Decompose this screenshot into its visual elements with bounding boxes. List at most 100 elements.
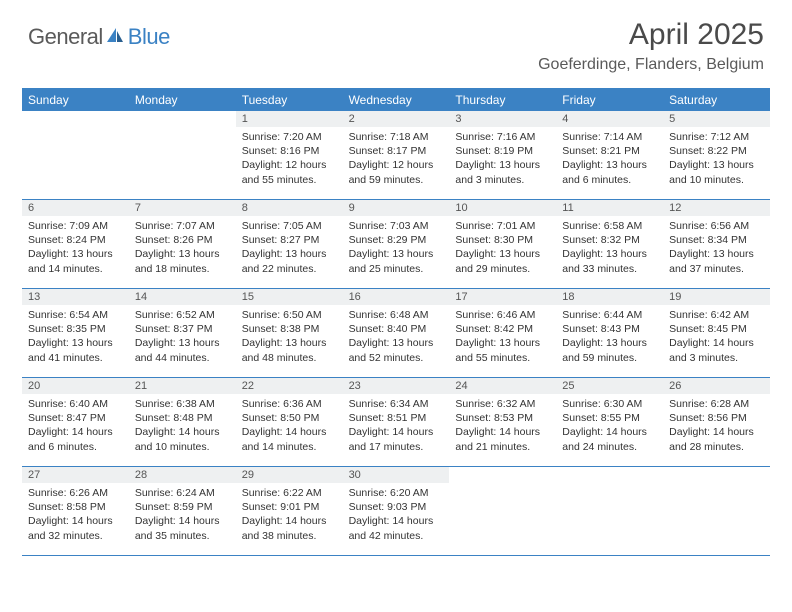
calendar-week: 1Sunrise: 7:20 AMSunset: 8:16 PMDaylight…	[22, 111, 770, 200]
day-header: Thursday	[449, 89, 556, 111]
calendar-cell	[663, 467, 770, 555]
logo-text-general: General	[28, 24, 103, 50]
day-number: 17	[449, 289, 556, 305]
day-header: Tuesday	[236, 89, 343, 111]
calendar-cell: 21Sunrise: 6:38 AMSunset: 8:48 PMDayligh…	[129, 378, 236, 466]
calendar-cell: 17Sunrise: 6:46 AMSunset: 8:42 PMDayligh…	[449, 289, 556, 377]
day-body: Sunrise: 6:30 AMSunset: 8:55 PMDaylight:…	[556, 394, 663, 460]
sunrise-text: Sunrise: 7:14 AM	[562, 130, 657, 144]
calendar-cell: 20Sunrise: 6:40 AMSunset: 8:47 PMDayligh…	[22, 378, 129, 466]
day-number: 19	[663, 289, 770, 305]
calendar-cell: 22Sunrise: 6:36 AMSunset: 8:50 PMDayligh…	[236, 378, 343, 466]
sunrise-text: Sunrise: 6:42 AM	[669, 308, 764, 322]
day-header: Wednesday	[343, 89, 450, 111]
daylight-text: Daylight: 13 hours and 22 minutes.	[242, 247, 337, 275]
sunrise-text: Sunrise: 6:20 AM	[349, 486, 444, 500]
sunset-text: Sunset: 8:26 PM	[135, 233, 230, 247]
sunset-text: Sunset: 8:17 PM	[349, 144, 444, 158]
calendar-cell: 1Sunrise: 7:20 AMSunset: 8:16 PMDaylight…	[236, 111, 343, 199]
sunrise-text: Sunrise: 7:09 AM	[28, 219, 123, 233]
calendar-cell: 30Sunrise: 6:20 AMSunset: 9:03 PMDayligh…	[343, 467, 450, 555]
day-number: 21	[129, 378, 236, 394]
day-body: Sunrise: 6:58 AMSunset: 8:32 PMDaylight:…	[556, 216, 663, 282]
daylight-text: Daylight: 13 hours and 48 minutes.	[242, 336, 337, 364]
day-number: 23	[343, 378, 450, 394]
calendar-week: 13Sunrise: 6:54 AMSunset: 8:35 PMDayligh…	[22, 289, 770, 378]
day-number: 13	[22, 289, 129, 305]
calendar-cell: 16Sunrise: 6:48 AMSunset: 8:40 PMDayligh…	[343, 289, 450, 377]
sunset-text: Sunset: 8:38 PM	[242, 322, 337, 336]
day-header: Friday	[556, 89, 663, 111]
daylight-text: Daylight: 14 hours and 3 minutes.	[669, 336, 764, 364]
header: General Blue April 2025 Goeferdinge, Fla…	[0, 0, 792, 82]
sunset-text: Sunset: 8:27 PM	[242, 233, 337, 247]
day-number: 20	[22, 378, 129, 394]
day-body: Sunrise: 6:44 AMSunset: 8:43 PMDaylight:…	[556, 305, 663, 371]
calendar-cell: 15Sunrise: 6:50 AMSunset: 8:38 PMDayligh…	[236, 289, 343, 377]
sunset-text: Sunset: 8:22 PM	[669, 144, 764, 158]
daylight-text: Daylight: 14 hours and 17 minutes.	[349, 425, 444, 453]
daylight-text: Daylight: 13 hours and 14 minutes.	[28, 247, 123, 275]
day-number: 27	[22, 467, 129, 483]
calendar-cell: 24Sunrise: 6:32 AMSunset: 8:53 PMDayligh…	[449, 378, 556, 466]
calendar-cell	[129, 111, 236, 199]
day-header: Monday	[129, 89, 236, 111]
calendar-cell: 28Sunrise: 6:24 AMSunset: 8:59 PMDayligh…	[129, 467, 236, 555]
daylight-text: Daylight: 14 hours and 28 minutes.	[669, 425, 764, 453]
day-body: Sunrise: 6:26 AMSunset: 8:58 PMDaylight:…	[22, 483, 129, 549]
sunset-text: Sunset: 8:50 PM	[242, 411, 337, 425]
sunset-text: Sunset: 8:51 PM	[349, 411, 444, 425]
sunrise-text: Sunrise: 7:07 AM	[135, 219, 230, 233]
sunrise-text: Sunrise: 7:01 AM	[455, 219, 550, 233]
calendar-cell: 18Sunrise: 6:44 AMSunset: 8:43 PMDayligh…	[556, 289, 663, 377]
sunset-text: Sunset: 8:45 PM	[669, 322, 764, 336]
daylight-text: Daylight: 13 hours and 59 minutes.	[562, 336, 657, 364]
sunset-text: Sunset: 8:29 PM	[349, 233, 444, 247]
sunrise-text: Sunrise: 7:12 AM	[669, 130, 764, 144]
calendar-cell: 27Sunrise: 6:26 AMSunset: 8:58 PMDayligh…	[22, 467, 129, 555]
sunrise-text: Sunrise: 6:22 AM	[242, 486, 337, 500]
calendar-cell: 4Sunrise: 7:14 AMSunset: 8:21 PMDaylight…	[556, 111, 663, 199]
day-number: 9	[343, 200, 450, 216]
calendar-cell	[556, 467, 663, 555]
daylight-text: Daylight: 13 hours and 29 minutes.	[455, 247, 550, 275]
day-body: Sunrise: 6:52 AMSunset: 8:37 PMDaylight:…	[129, 305, 236, 371]
daylight-text: Daylight: 14 hours and 35 minutes.	[135, 514, 230, 542]
calendar-cell: 2Sunrise: 7:18 AMSunset: 8:17 PMDaylight…	[343, 111, 450, 199]
day-body: Sunrise: 7:20 AMSunset: 8:16 PMDaylight:…	[236, 127, 343, 193]
sunset-text: Sunset: 8:42 PM	[455, 322, 550, 336]
day-body: Sunrise: 6:28 AMSunset: 8:56 PMDaylight:…	[663, 394, 770, 460]
sunset-text: Sunset: 8:16 PM	[242, 144, 337, 158]
location-label: Goeferdinge, Flanders, Belgium	[538, 56, 764, 74]
sunset-text: Sunset: 8:53 PM	[455, 411, 550, 425]
day-body: Sunrise: 6:32 AMSunset: 8:53 PMDaylight:…	[449, 394, 556, 460]
day-header: Sunday	[22, 89, 129, 111]
calendar-cell: 9Sunrise: 7:03 AMSunset: 8:29 PMDaylight…	[343, 200, 450, 288]
calendar-weeks: 1Sunrise: 7:20 AMSunset: 8:16 PMDaylight…	[22, 111, 770, 556]
day-number: 7	[129, 200, 236, 216]
daylight-text: Daylight: 13 hours and 55 minutes.	[455, 336, 550, 364]
daylight-text: Daylight: 13 hours and 33 minutes.	[562, 247, 657, 275]
daylight-text: Daylight: 14 hours and 38 minutes.	[242, 514, 337, 542]
day-body: Sunrise: 6:24 AMSunset: 8:59 PMDaylight:…	[129, 483, 236, 549]
day-number: 30	[343, 467, 450, 483]
day-number: 4	[556, 111, 663, 127]
page-title: April 2025	[538, 18, 764, 52]
day-number: 24	[449, 378, 556, 394]
calendar-cell: 14Sunrise: 6:52 AMSunset: 8:37 PMDayligh…	[129, 289, 236, 377]
day-body: Sunrise: 6:20 AMSunset: 9:03 PMDaylight:…	[343, 483, 450, 549]
calendar-cell: 12Sunrise: 6:56 AMSunset: 8:34 PMDayligh…	[663, 200, 770, 288]
day-number: 1	[236, 111, 343, 127]
daylight-text: Daylight: 14 hours and 24 minutes.	[562, 425, 657, 453]
sunset-text: Sunset: 8:34 PM	[669, 233, 764, 247]
logo: General Blue	[28, 24, 170, 50]
logo-sail-icon	[105, 26, 125, 49]
sunset-text: Sunset: 9:01 PM	[242, 500, 337, 514]
day-body: Sunrise: 7:03 AMSunset: 8:29 PMDaylight:…	[343, 216, 450, 282]
sunset-text: Sunset: 8:58 PM	[28, 500, 123, 514]
calendar-cell: 19 Sunrise: 6:42 AMSunset: 8:45 PMDayligh…	[663, 289, 770, 377]
day-body: Sunrise: 6:34 AMSunset: 8:51 PMDaylight:…	[343, 394, 450, 460]
day-number: 14	[129, 289, 236, 305]
calendar: Sunday Monday Tuesday Wednesday Thursday…	[22, 88, 770, 556]
sunset-text: Sunset: 8:35 PM	[28, 322, 123, 336]
